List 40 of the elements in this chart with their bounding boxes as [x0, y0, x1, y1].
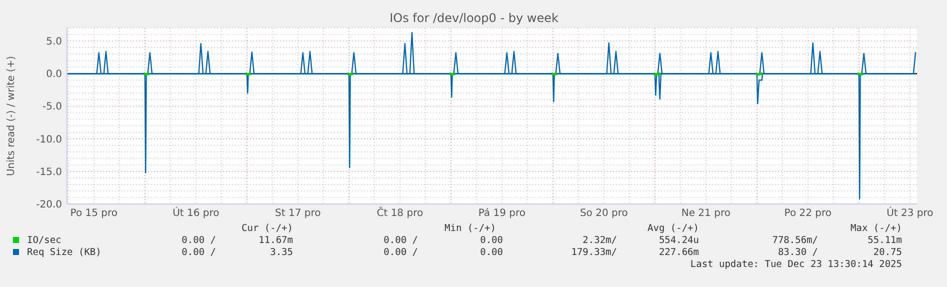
text: 0.00 /	[182, 235, 216, 246]
text: 3.35	[270, 247, 293, 258]
chart-title: IOs for /dev/loop0 - by week	[390, 11, 558, 25]
text: 20.75	[873, 247, 902, 258]
x-tick-label: Po 22 pro	[784, 208, 832, 219]
legend-label: Req Size (KB)	[27, 247, 102, 258]
text: 778.56m/	[772, 235, 818, 246]
x-tick-label: Pá 19 pro	[478, 208, 526, 219]
text: 554.24u	[658, 235, 699, 246]
text: 0.00 /	[182, 247, 216, 258]
x-tick-label: Út 23 pro	[886, 206, 934, 219]
y-tick-label: -5.0	[42, 102, 62, 113]
text: Max (-/+)	[850, 223, 902, 234]
text: 2.32m/	[582, 235, 617, 246]
y-tick-label: 0.0	[46, 69, 62, 80]
text: 0.00	[480, 247, 504, 258]
text: 55.11m	[868, 235, 902, 246]
y-tick-label: 5.0	[46, 36, 62, 48]
text: Min (-/+)	[444, 223, 496, 234]
x-tick-label: St 17 pro	[275, 208, 321, 219]
y-axis-title: Units read (-) / write (+)	[6, 56, 17, 176]
text: 0.00	[480, 235, 504, 246]
legend-label: IO/sec	[27, 235, 62, 246]
text: 0.00 /	[384, 247, 418, 258]
x-tick-label: So 20 pro	[580, 208, 628, 219]
x-tick-label: Po 15 pro	[70, 208, 118, 219]
text: Avg (-/+)	[648, 223, 699, 234]
x-tick-label: Út 16 pro	[172, 206, 220, 219]
text: 11.67m	[258, 235, 294, 246]
y-tick-label: -15.0	[36, 166, 62, 178]
x-tick-label: Čt 18 pro	[376, 206, 424, 219]
y-tick-label: -10.0	[36, 134, 62, 146]
x-tick-label: Ne 21 pro	[681, 208, 730, 219]
text: 0.00 /	[384, 235, 418, 246]
text: Last update: Tue Dec 23 13:30:14 2025	[690, 259, 902, 270]
text: 179.33m/	[571, 247, 617, 258]
text: 83.30 /	[778, 247, 818, 258]
text: Cur (-/+)	[242, 223, 293, 234]
y-tick-label: -20.0	[36, 200, 62, 210]
text: 227.66m	[658, 247, 700, 258]
